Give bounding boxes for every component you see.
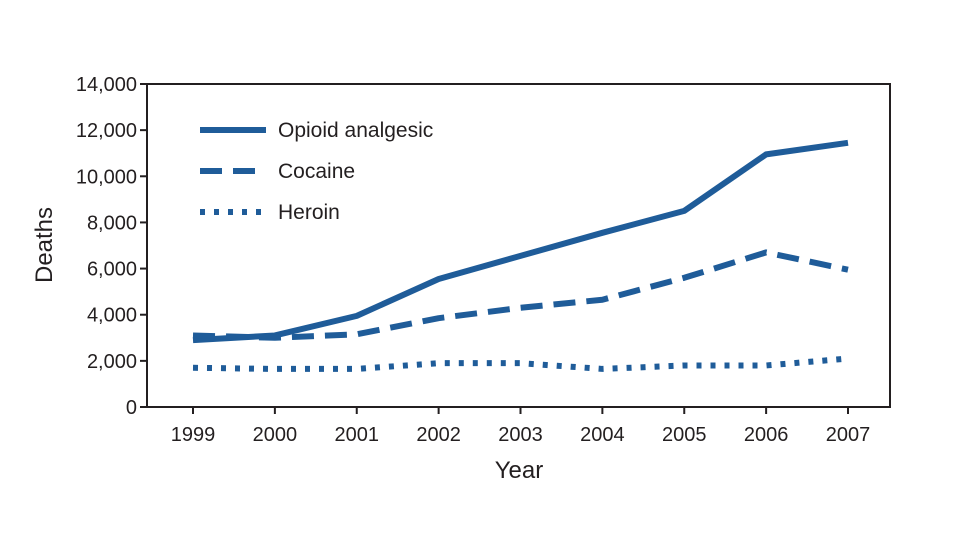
x-tick-label: 2005 [662, 424, 707, 446]
legend-label-heroin: Heroin [278, 201, 340, 224]
x-axis-ticks: 1999 2000 2001 2002 2003 2004 2005 2006 2007 [171, 407, 871, 446]
y-tick-label: 10,000 [76, 166, 137, 188]
x-axis-title: Year [495, 457, 544, 484]
legend: Opioid analgesic Cocaine Heroin [200, 119, 433, 224]
y-tick-label: 0 [126, 397, 137, 419]
y-tick-label: 4,000 [87, 305, 137, 327]
series-line-cocaine [192, 249, 849, 341]
series-line-heroin [192, 355, 849, 372]
x-tick-label: 2000 [253, 424, 298, 446]
plot-frame [146, 83, 891, 408]
legend-label-opioid-analgesic: Opioid analgesic [278, 119, 433, 142]
y-axis-ticks: 0 2,000 4,000 6,000 8,000 10,000 12,000 14,000 [76, 74, 147, 419]
x-tick-label: 2001 [335, 424, 380, 446]
y-tick-label: 12,000 [76, 120, 137, 142]
x-tick-label: 2006 [744, 424, 789, 446]
series-lines [192, 139, 849, 372]
y-tick-label: 6,000 [87, 259, 137, 281]
x-tick-label: 2002 [416, 424, 461, 446]
x-tick-label: 2004 [580, 424, 625, 446]
x-tick-label: 2003 [498, 424, 543, 446]
y-axis-title: Deaths [31, 207, 58, 283]
y-tick-label: 2,000 [87, 351, 137, 373]
y-tick-label: 14,000 [76, 74, 137, 96]
y-tick-label: 8,000 [87, 212, 137, 234]
series-line-opioid-analgesic [192, 139, 849, 344]
legend-label-cocaine: Cocaine [278, 160, 355, 183]
x-tick-label: 2007 [826, 424, 871, 446]
x-tick-label: 1999 [171, 424, 216, 446]
